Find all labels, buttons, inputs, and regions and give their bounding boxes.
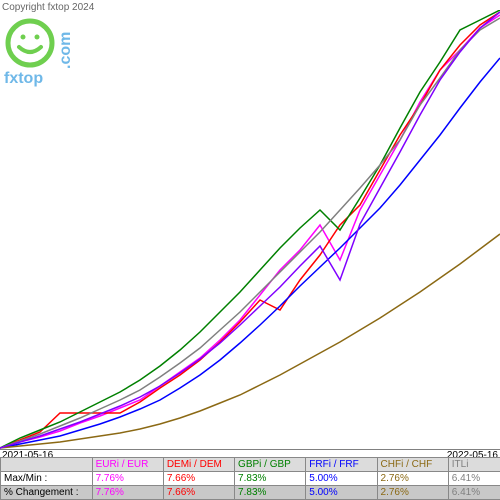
- cell: 7.83%: [235, 472, 306, 486]
- row-label: Max/Min :: [1, 472, 93, 486]
- cell: 2.76%: [377, 486, 448, 500]
- cell: 5.00%: [306, 486, 377, 500]
- col-header-demi-dem: DEMi / DEM: [163, 458, 234, 472]
- series-chfi-chf: [0, 234, 500, 448]
- cell: 7.76%: [92, 486, 163, 500]
- cell: 5.00%: [306, 472, 377, 486]
- cell: 7.66%: [163, 486, 234, 500]
- row-label: % Changement :: [1, 486, 93, 500]
- col-header-gbpi-gbp: GBPi / GBP: [235, 458, 306, 472]
- cell: 7.66%: [163, 472, 234, 486]
- series-gbpi-gbp: [0, 10, 500, 448]
- series-itli: [0, 18, 500, 448]
- cell: 6.41%: [448, 486, 500, 500]
- line-chart: [0, 10, 500, 450]
- series-demi-dem: [0, 12, 500, 448]
- series-euri-eur: [0, 15, 500, 448]
- series-extra: [0, 12, 500, 448]
- col-header-euri-eur: EURi / EUR: [92, 458, 163, 472]
- table-corner: [1, 458, 93, 472]
- cell: 7.76%: [92, 472, 163, 486]
- summary-table: EURi / EURDEMi / DEMGBPi / GBPFRFi / FRF…: [0, 457, 500, 500]
- cell: 2.76%: [377, 472, 448, 486]
- col-header-frfi-frf: FRFi / FRF: [306, 458, 377, 472]
- cell: 6.41%: [448, 472, 500, 486]
- col-header-itli: ITLi: [448, 458, 500, 472]
- col-header-chfi-chf: CHFi / CHF: [377, 458, 448, 472]
- cell: 7.83%: [235, 486, 306, 500]
